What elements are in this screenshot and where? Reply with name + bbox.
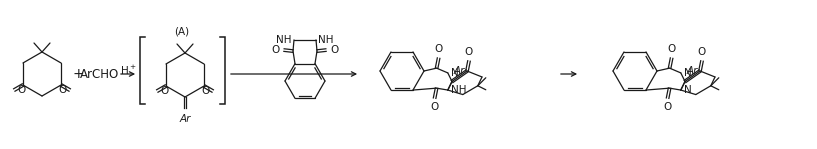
- Text: O: O: [667, 44, 676, 54]
- Text: O: O: [698, 47, 706, 57]
- Text: +: +: [72, 67, 84, 81]
- Text: O: O: [330, 45, 338, 55]
- Text: ArCHO: ArCHO: [80, 67, 119, 80]
- Text: O: O: [160, 86, 168, 96]
- Text: O: O: [59, 85, 67, 95]
- Text: Ar: Ar: [687, 66, 699, 76]
- Text: O: O: [435, 44, 443, 54]
- Text: O: O: [465, 47, 473, 57]
- Text: N: N: [451, 68, 458, 78]
- Text: NH: NH: [451, 85, 467, 95]
- Text: N: N: [684, 68, 691, 78]
- Text: NH: NH: [276, 35, 292, 45]
- Text: Ar: Ar: [454, 66, 466, 76]
- Text: O: O: [17, 85, 25, 95]
- Text: H$^+$: H$^+$: [119, 64, 136, 77]
- Text: N: N: [684, 85, 691, 95]
- Text: O: O: [272, 45, 280, 55]
- Text: O: O: [202, 86, 210, 96]
- Text: (A): (A): [175, 26, 190, 36]
- Text: Ar: Ar: [179, 114, 190, 124]
- Text: NH: NH: [318, 35, 333, 45]
- Text: O: O: [663, 102, 672, 112]
- Text: O: O: [431, 102, 439, 112]
